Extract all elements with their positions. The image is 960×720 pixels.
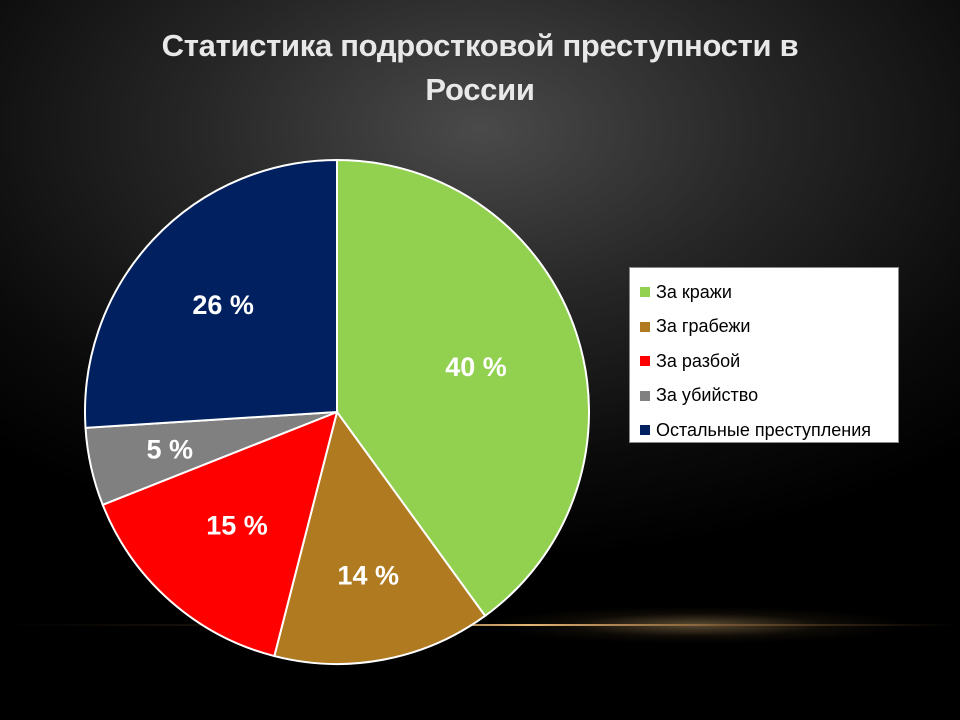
legend-label-robbery: За грабежи [656,316,751,337]
legend-item-robbery: За грабежи [640,310,898,345]
legend-item-other: Остальные преступления [640,413,898,448]
pie-slice-theft [336,158,590,618]
legend-swatch-theft [640,287,650,298]
legend-item-assault: За разбой [640,344,898,379]
legend-swatch-murder [640,390,650,401]
legend-swatch-other [640,425,650,436]
legend-label-theft: За кражи [656,281,732,302]
pie-slice-other [84,158,338,429]
legend-label-assault: За разбой [656,350,741,371]
slice-label-assault: 15 % [206,510,268,540]
pie-slice-robbery [273,409,487,665]
legend-swatch-assault [640,356,650,367]
legend-item-murder: За убийство [640,379,898,414]
legend-label-other: Остальные преступления [656,419,872,440]
pie-slice-assault [101,410,339,658]
slice-label-robbery: 14 % [337,560,399,590]
chart-legend: За кражи За грабежи За разбой За убийств… [629,267,899,443]
slice-label-murder: 5 % [147,434,194,464]
legend-item-theft: За кражи [640,275,898,310]
slide-title: Статистика подростковой преступности в Р… [161,28,799,107]
slice-label-theft: 40 % [445,352,507,382]
legend-label-murder: За убийство [656,385,759,406]
slice-label-other: 26 % [192,290,254,320]
legend-swatch-robbery [640,321,650,332]
floor-glow-line [0,624,960,626]
